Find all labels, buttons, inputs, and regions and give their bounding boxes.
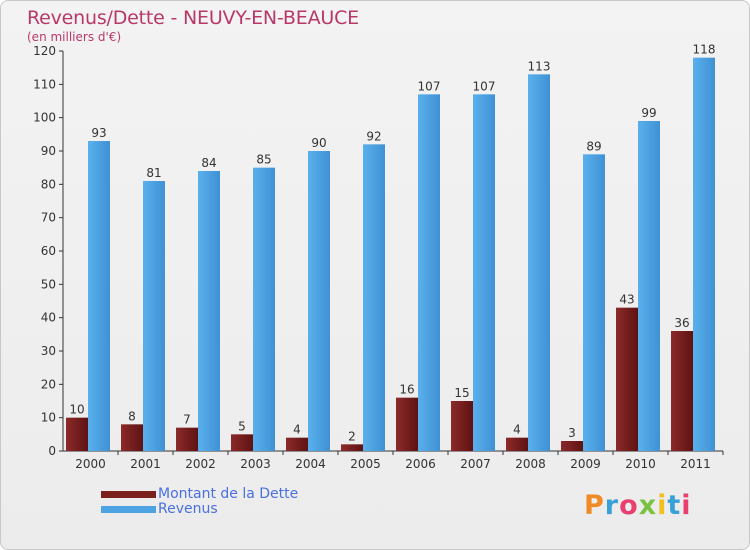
- data-label-revenus: 92: [366, 129, 381, 143]
- bar-revenus: [363, 144, 385, 452]
- data-label-revenus: 99: [641, 106, 656, 120]
- x-tick-label: 2006: [405, 457, 436, 471]
- bar-revenus: [418, 94, 440, 451]
- data-label-dette: 4: [513, 423, 521, 437]
- data-label-dette: 4: [293, 423, 301, 437]
- bar-dette: [451, 401, 473, 451]
- x-tick-label: 2000: [75, 457, 106, 471]
- chart-title: Revenus/Dette - NEUVY-EN-BEAUCE: [27, 7, 359, 29]
- bar-dette: [506, 437, 528, 451]
- legend-swatch-revenus: [101, 506, 156, 513]
- y-tick-label: 20: [41, 377, 56, 391]
- bar-dette: [66, 417, 88, 451]
- bar-dette: [341, 444, 363, 451]
- bar-revenus: [143, 181, 165, 451]
- bar-revenus: [473, 94, 495, 451]
- y-tick-label: 80: [41, 177, 56, 191]
- bar-dette: [561, 441, 583, 451]
- data-label-dette: 16: [399, 383, 414, 397]
- y-tick-label: 40: [41, 311, 56, 325]
- data-label-revenus: 107: [418, 79, 441, 93]
- x-tick-label: 2010: [625, 457, 656, 471]
- x-tick-label: 2002: [185, 457, 216, 471]
- x-tick-label: 2009: [570, 457, 601, 471]
- data-label-revenus: 85: [256, 153, 271, 167]
- y-tick-label: 120: [33, 44, 56, 58]
- bar-revenus: [253, 167, 275, 451]
- y-tick-label: 70: [41, 211, 56, 225]
- y-tick-label: 0: [48, 444, 56, 458]
- legend-item-revenus: Revenus: [101, 502, 298, 517]
- bar-dette: [121, 424, 143, 451]
- y-tick-label: 100: [33, 111, 56, 125]
- y-tick-label: 50: [41, 277, 56, 291]
- x-tick-label: 2003: [240, 457, 271, 471]
- bar-dette: [176, 427, 198, 451]
- data-label-dette: 5: [238, 419, 246, 433]
- x-tick-label: 2008: [515, 457, 546, 471]
- logo-letter: i: [681, 490, 692, 521]
- bar-revenus: [693, 57, 715, 452]
- x-tick-label: 2011: [680, 457, 711, 471]
- data-label-dette: 3: [568, 426, 576, 440]
- data-label-revenus: 89: [586, 139, 601, 153]
- logo-letter: i: [657, 490, 668, 521]
- y-tick-label: 10: [41, 411, 56, 425]
- bar-dette: [616, 307, 638, 451]
- logo-letter: r: [604, 490, 620, 521]
- data-label-revenus: 113: [528, 59, 551, 73]
- y-tick-label: 90: [41, 144, 56, 158]
- data-label-revenus: 84: [201, 156, 216, 170]
- legend-label-revenus: Revenus: [158, 501, 218, 517]
- data-label-dette: 43: [619, 293, 634, 307]
- data-label-dette: 8: [128, 409, 136, 423]
- chart-subtitle: (en milliers d'€): [27, 30, 122, 44]
- bar-dette: [286, 437, 308, 451]
- data-label-dette: 2: [348, 429, 356, 443]
- data-label-revenus: 90: [311, 136, 326, 150]
- y-tick-label: 110: [33, 77, 56, 91]
- bar-dette: [231, 434, 253, 451]
- logo-letter: x: [638, 490, 658, 521]
- legend-label-dette: Montant de la Dette: [158, 486, 299, 502]
- x-tick-label: 2001: [130, 457, 161, 471]
- bar-revenus: [583, 154, 605, 452]
- proxiti-logo: Proxiti: [584, 490, 692, 521]
- logo-letter: o: [619, 490, 639, 521]
- bar-revenus: [638, 121, 660, 451]
- bar-revenus: [198, 171, 220, 451]
- logo-letter: P: [584, 490, 605, 521]
- data-label-dette: 15: [454, 386, 469, 400]
- bar-dette: [396, 397, 418, 451]
- bar-revenus: [88, 141, 110, 451]
- x-tick-label: 2004: [295, 457, 326, 471]
- legend: Montant de la Dette Revenus: [101, 487, 298, 517]
- y-tick-label: 60: [41, 244, 56, 258]
- data-label-revenus: 81: [146, 166, 161, 180]
- data-label-dette: 10: [69, 403, 84, 417]
- bar-dette: [671, 331, 693, 451]
- legend-item-dette: Montant de la Dette: [101, 487, 298, 502]
- x-tick-label: 2007: [460, 457, 491, 471]
- bar-revenus: [308, 151, 330, 451]
- data-label-revenus: 93: [91, 126, 106, 140]
- bar-revenus: [528, 74, 550, 451]
- logo-letter: t: [667, 490, 682, 521]
- y-tick-label: 30: [41, 344, 56, 358]
- x-tick-label: 2005: [350, 457, 381, 471]
- data-label-dette: 36: [674, 316, 689, 330]
- data-label-dette: 7: [183, 413, 191, 427]
- data-label-revenus: 118: [693, 43, 716, 57]
- data-label-revenus: 107: [473, 79, 496, 93]
- legend-swatch-dette: [101, 491, 156, 498]
